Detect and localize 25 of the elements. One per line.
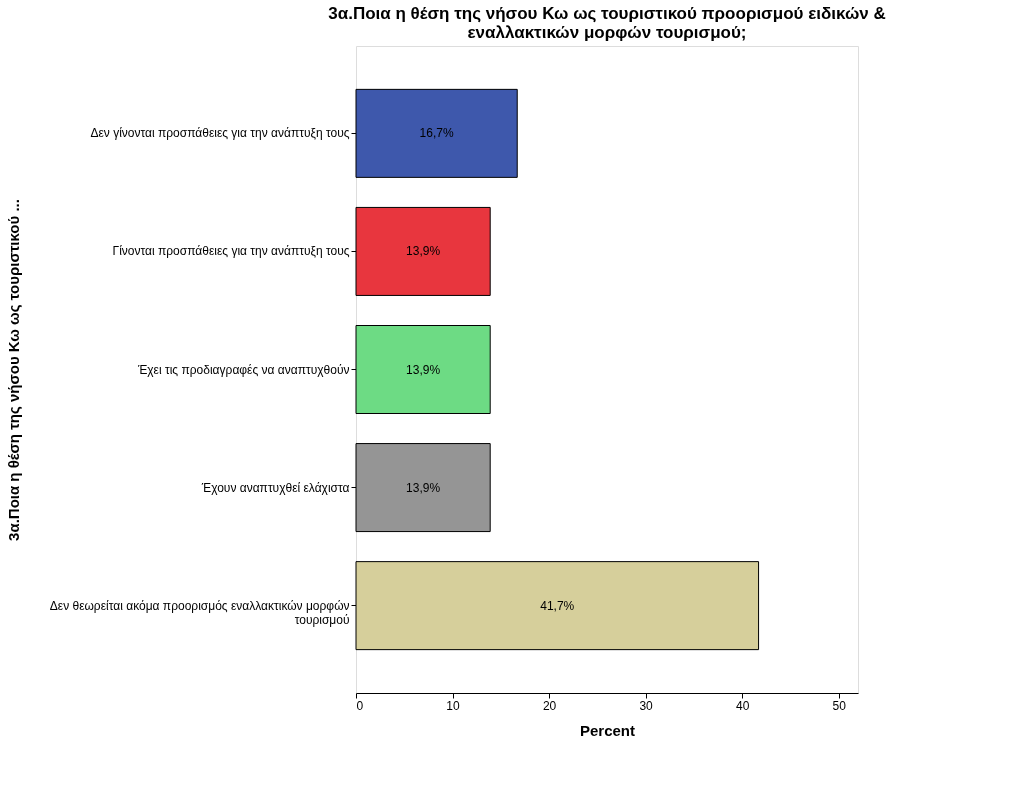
x-axis-title: Percent bbox=[579, 721, 636, 739]
data-label: 13,9% bbox=[406, 244, 441, 259]
x-tick-label: 0 bbox=[356, 698, 364, 713]
data-label: 13,9% bbox=[406, 480, 441, 495]
y-tick-label: Γίνονται προσπάθειες για την ανάπτυξη τους bbox=[112, 244, 350, 259]
text: 3α.Ποια η θέση της νήσου Κω ως τουριστικού προορισμού ειδικών & bbox=[328, 4, 886, 23]
y-tick-label: Δεν θεωρείται ακόμα προορισμός εναλλακτικών μορφών τουρισμού bbox=[49, 598, 350, 627]
bar bbox=[355, 561, 760, 651]
bar bbox=[355, 206, 491, 296]
data-label: 13,9% bbox=[406, 362, 441, 377]
y-tick-label: Έχουν αναπτυχθεί ελάχιστα bbox=[200, 480, 350, 495]
bar bbox=[355, 88, 518, 178]
y-axis-title: 3α.Ποια η θέση της νήσου Κω ως τουριστικού ... bbox=[4, 199, 22, 541]
text: εναλλακτικών μορφών τουρισμού; bbox=[467, 23, 747, 42]
data-label: 16,7% bbox=[419, 126, 454, 141]
data-label: 41,7% bbox=[540, 598, 575, 613]
x-tick-label: 50 bbox=[832, 698, 847, 713]
x-tick-label: 30 bbox=[639, 698, 654, 713]
bar bbox=[355, 325, 491, 414]
y-tick-label: Δεν γίνονται προσπάθειες για την ανάπτυξη τους bbox=[90, 126, 350, 141]
x-tick-label: 40 bbox=[735, 698, 750, 713]
x-tick-label: 20 bbox=[542, 698, 557, 713]
bar bbox=[355, 443, 491, 533]
x-tick-label: 10 bbox=[446, 698, 461, 713]
y-tick-label: Έχει τις προδιαγραφές να αναπτυχθούν bbox=[136, 362, 350, 377]
